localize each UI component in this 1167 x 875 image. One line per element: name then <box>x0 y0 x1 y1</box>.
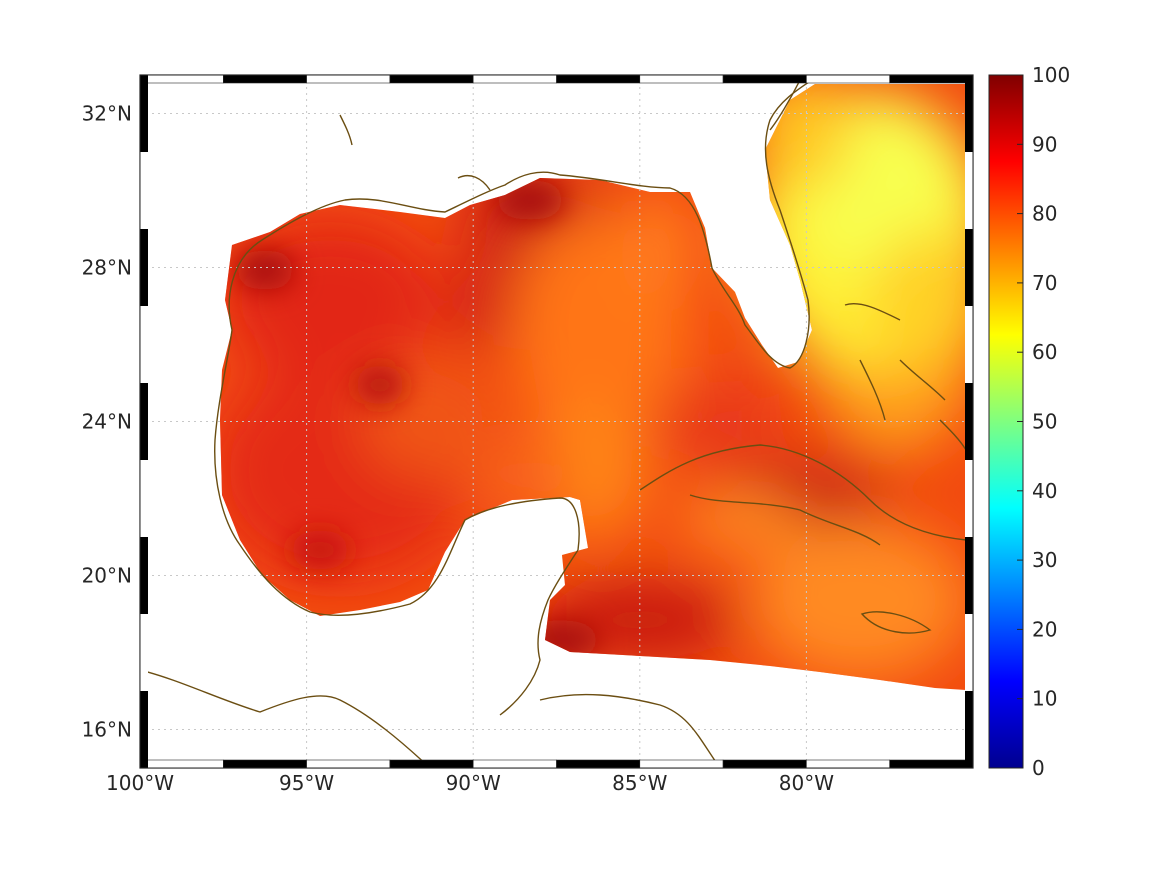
y-tick-label: 20°N <box>82 564 132 588</box>
frame-bar-top <box>223 74 307 84</box>
frame-bar-left <box>140 152 148 191</box>
frame-bar-left <box>140 75 148 114</box>
x-tick-label: 90°W <box>446 771 501 795</box>
frame-bar-top <box>389 74 474 84</box>
frame-bar-right <box>965 113 973 152</box>
frame-bar-right <box>965 460 973 499</box>
colorbar-label: 50 <box>1032 410 1057 434</box>
frame-bar-right <box>965 498 973 537</box>
colorbar-labels: 0 10 20 30 40 50 60 70 80 90 100 <box>1017 63 1070 780</box>
frame-bar-right <box>965 614 973 653</box>
frame-bar-left <box>140 537 148 576</box>
frame-bar-bottom <box>889 759 974 769</box>
frame-bar-right <box>965 152 973 191</box>
colorbar-label: 20 <box>1032 617 1057 641</box>
frame-bar-left <box>140 460 148 499</box>
frame-bar-right <box>965 652 973 691</box>
frame-bar-bottom <box>389 759 474 769</box>
colorbar-label: 0 <box>1032 756 1045 780</box>
x-tick-label: 95°W <box>279 771 334 795</box>
frame-bar-top <box>472 74 557 84</box>
colorbar-label: 100 <box>1032 63 1070 87</box>
y-tick-label: 32°N <box>82 102 132 126</box>
y-tick-label: 28°N <box>82 256 132 280</box>
gridlines <box>148 82 966 760</box>
frame-bar-left <box>140 691 148 730</box>
frame-bar-left <box>140 383 148 422</box>
frame-bar-left <box>140 614 148 653</box>
map-frame-bars <box>139 74 974 769</box>
x-tick-label: 100°W <box>106 771 174 795</box>
frame-bar-left <box>140 113 148 152</box>
frame-bar-right <box>965 537 973 576</box>
frame-bar-right <box>965 229 973 268</box>
frame-bar-left <box>140 190 148 229</box>
frame-bar-top <box>556 74 641 84</box>
y-tick-labels: 16°N 20°N 24°N 28°N 32°N <box>82 102 132 742</box>
frame-bar-bottom <box>556 759 641 769</box>
frame-bar-top <box>639 74 724 84</box>
frame-bar-right <box>965 267 973 306</box>
frame-bar-right <box>965 190 973 229</box>
x-tick-label: 85°W <box>612 771 667 795</box>
frame-bar-right <box>965 729 973 768</box>
heatmap-field <box>220 84 966 690</box>
x-tick-label: 80°W <box>779 771 834 795</box>
frame-bar-top <box>306 74 391 84</box>
frame-bar-left <box>140 498 148 537</box>
frame-bar-right <box>965 383 973 422</box>
y-tick-label: 24°N <box>82 410 132 434</box>
frame-bar-top <box>806 74 891 84</box>
frame-bar-bottom <box>806 759 891 769</box>
frame-bar-bottom <box>223 759 307 769</box>
frame-bar-bottom <box>139 759 224 769</box>
frame-bar-top <box>722 74 807 84</box>
coastlines <box>148 82 966 760</box>
frame-bar-top <box>889 74 974 84</box>
frame-bar-bottom <box>639 759 724 769</box>
frame-bar-left <box>140 306 148 345</box>
colorbar-label: 10 <box>1032 687 1057 711</box>
frame-bar-bottom <box>306 759 391 769</box>
colorbar-label: 80 <box>1032 202 1057 226</box>
frame-bar-right <box>965 344 973 383</box>
y-tick-label: 16°N <box>82 718 132 742</box>
frame-bar-left <box>140 421 148 460</box>
x-tick-labels: 100°W 95°W 90°W 85°W 80°W <box>106 771 834 795</box>
frame-outline <box>139 74 974 769</box>
colorbar-label: 90 <box>1032 132 1057 156</box>
frame-bar-right <box>965 421 973 460</box>
frame-bar-left <box>140 344 148 383</box>
frame-bar-bottom <box>722 759 807 769</box>
colorbar-label: 30 <box>1032 548 1057 572</box>
frame-bar-right <box>965 691 973 730</box>
frame-bar-left <box>140 267 148 306</box>
colorbar-label: 40 <box>1032 479 1057 503</box>
frame-bar-bottom <box>472 759 557 769</box>
colorbar-label: 60 <box>1032 340 1057 364</box>
frame-bar-right <box>965 75 973 114</box>
frame-bar-top <box>139 74 224 84</box>
frame-bar-right <box>965 306 973 345</box>
frame-bar-left <box>140 575 148 614</box>
frame-bar-right <box>965 575 973 614</box>
frame-bar-left <box>140 729 148 768</box>
frame-bar-left <box>140 229 148 268</box>
frame-bar-left <box>140 652 148 691</box>
colorbar-label: 70 <box>1032 271 1057 295</box>
